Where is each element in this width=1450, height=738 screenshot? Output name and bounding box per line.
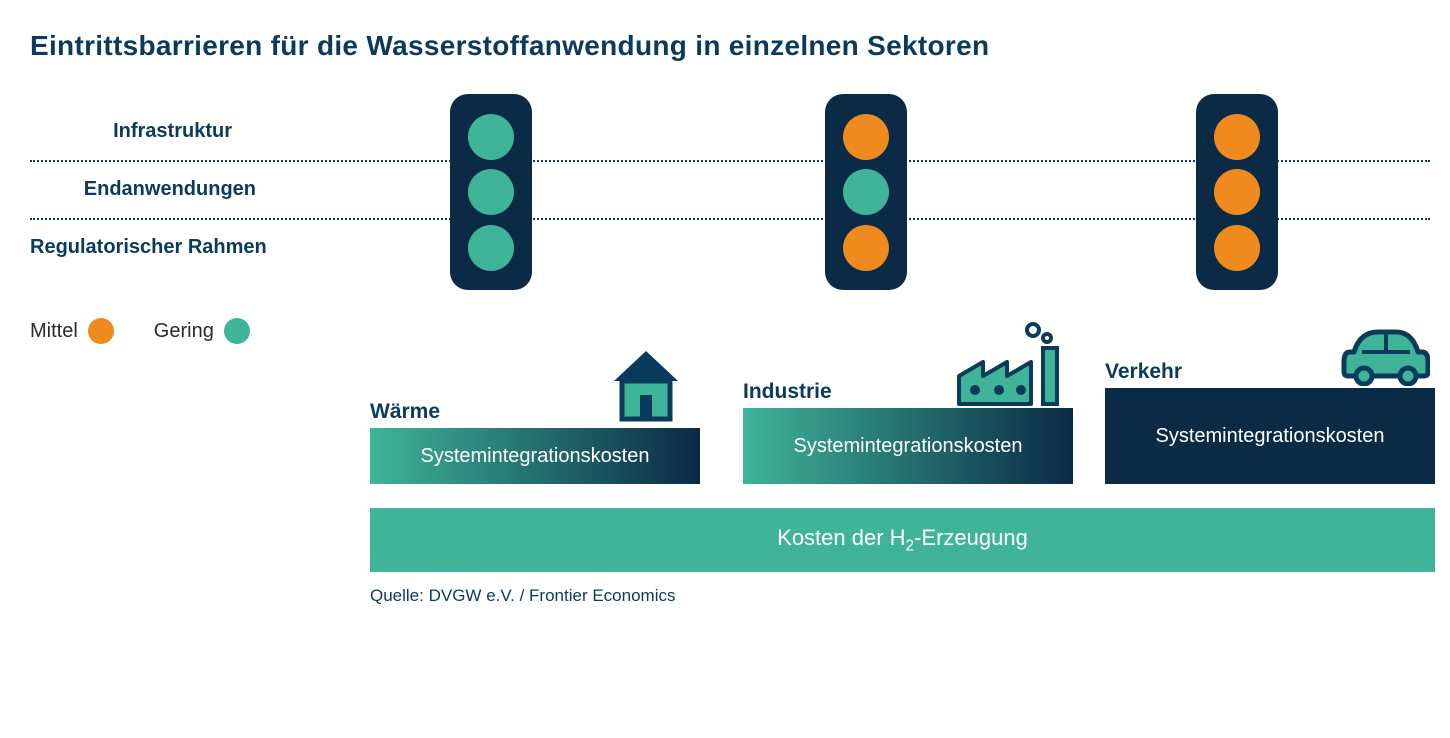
base-cost-bar-label: Kosten der H2-Erzeugung [777, 525, 1028, 555]
row-label-regulatorisch: Regulatorischer Rahmen [30, 218, 350, 276]
cost-bar-verkehr: Systemintegrationskosten [1105, 388, 1435, 484]
cost-bar-verkehr-label: Systemintegrationskosten [1155, 425, 1384, 448]
legend: Mittel Gering [30, 318, 250, 344]
row-label-endanwendungen: Endanwendungen [30, 160, 350, 218]
traffic-light-warme [450, 94, 532, 290]
legend-dot-mittel [88, 318, 114, 344]
legend-item-mittel: Mittel [30, 318, 114, 344]
legend-item-gering: Gering [154, 318, 250, 344]
legend-dot-gering [224, 318, 250, 344]
legend-label-mittel: Mittel [30, 320, 78, 343]
legend-label-gering: Gering [154, 320, 214, 343]
light-verkehr-3 [1214, 225, 1260, 271]
car-icon [1340, 322, 1430, 391]
base-cost-bar: Kosten der H2-Erzeugung [370, 508, 1435, 572]
row-label-infrastruktur: Infrastruktur [30, 102, 350, 160]
light-industrie-2 [843, 169, 889, 215]
source-text: Quelle: DVGW e.V. / Frontier Economics [370, 586, 675, 606]
sector-label-industrie: Industrie [743, 380, 832, 404]
factory-icon [955, 320, 1065, 415]
light-verkehr-1 [1214, 114, 1260, 160]
cost-bar-industrie: Systemintegrationskosten [743, 408, 1073, 484]
page-title: Eintrittsbarrieren für die Wasserstoffan… [30, 30, 1435, 62]
light-warme-2 [468, 169, 514, 215]
light-warme-3 [468, 225, 514, 271]
cost-bar-industrie-label: Systemintegrationskosten [793, 435, 1022, 458]
light-warme-1 [468, 114, 514, 160]
cost-bar-warme: Systemintegrationskosten [370, 428, 700, 484]
cost-bar-warme-label: Systemintegrationskosten [420, 445, 649, 468]
row-labels: Infrastruktur Endanwendungen Regulatoris… [30, 102, 350, 276]
light-industrie-1 [843, 114, 889, 160]
light-industrie-3 [843, 225, 889, 271]
traffic-light-verkehr [1196, 94, 1278, 290]
light-verkehr-2 [1214, 169, 1260, 215]
traffic-light-industrie [825, 94, 907, 290]
house-icon [606, 345, 686, 430]
sector-label-verkehr: Verkehr [1105, 360, 1182, 384]
sector-label-warme: Wärme [370, 400, 440, 424]
